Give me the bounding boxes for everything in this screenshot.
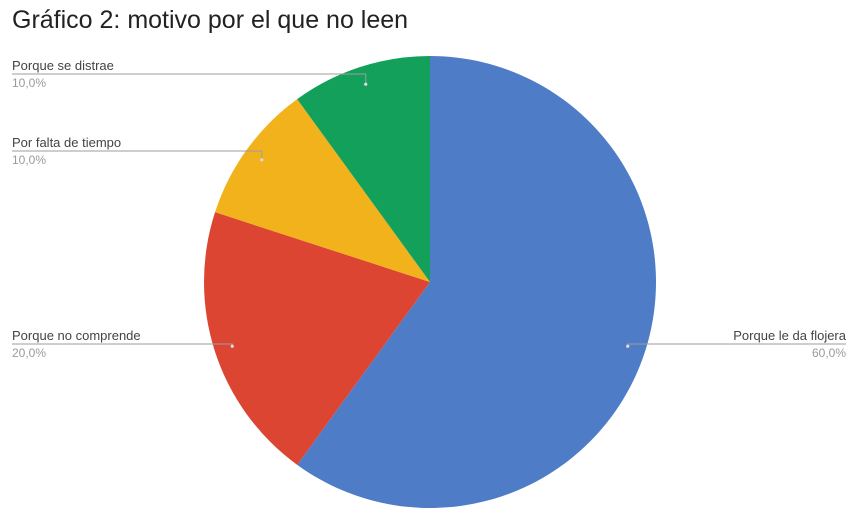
slice-percent-4: 10,0%	[12, 76, 46, 90]
slice-percent-1: 60,0%	[812, 346, 846, 360]
slice-label-3: Por falta de tiempo	[12, 135, 121, 150]
leader-dot-1	[626, 344, 630, 348]
slice-percent-3: 10,0%	[12, 153, 46, 167]
slice-label-4: Porque se distrae	[12, 58, 114, 73]
pie-slice-2	[203, 212, 430, 465]
leader-line-4	[12, 73, 367, 85]
leader-dot-2	[230, 344, 234, 348]
leader-dot-4	[364, 82, 368, 86]
slice-percent-2: 20,0%	[12, 346, 46, 360]
pie-slice-4	[297, 56, 430, 282]
pie-slice-3	[215, 99, 430, 282]
leader-dot-3	[260, 158, 264, 162]
leader-line-3	[12, 150, 263, 160]
pie-slice-1	[297, 56, 656, 508]
chart-title: Gráfico 2: motivo por el que no leen	[12, 6, 409, 34]
slice-label-2: Porque no comprende	[12, 328, 141, 343]
slice-label-1: Porque le da flojera	[733, 328, 847, 343]
